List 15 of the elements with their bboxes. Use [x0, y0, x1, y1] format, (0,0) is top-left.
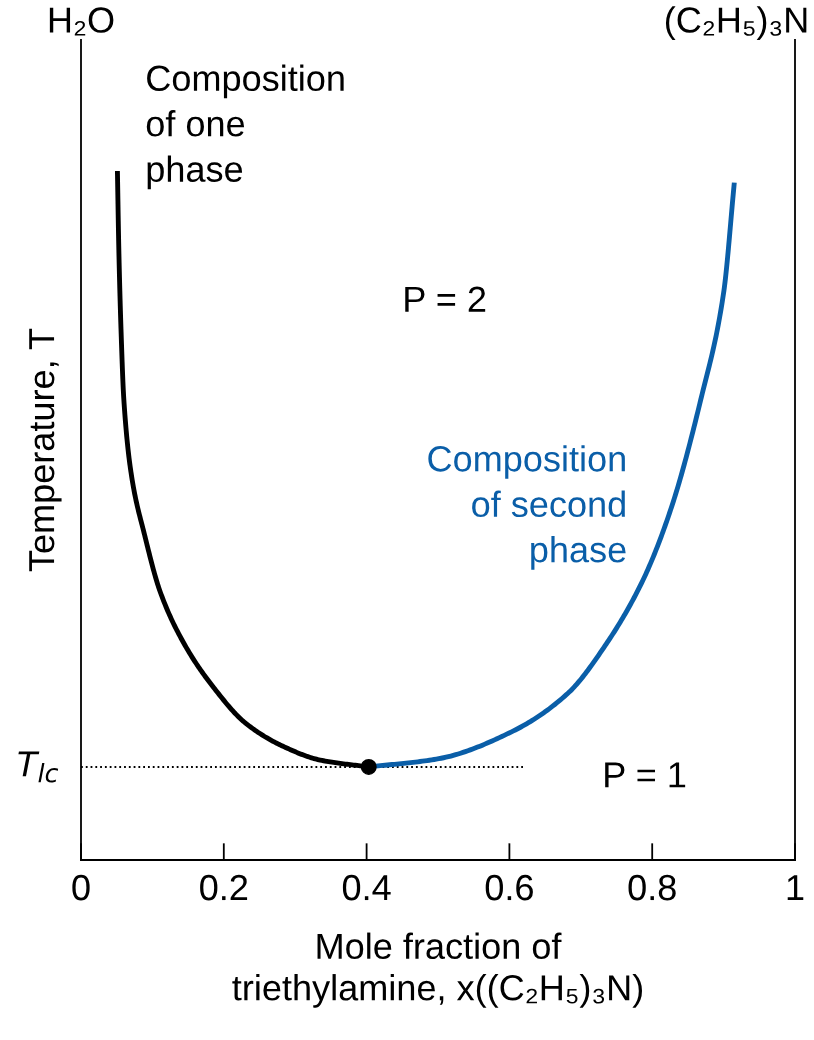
annotation: P = 2 [405, 286, 486, 312]
x-tick-label: 0.6 [485, 874, 533, 901]
text: (C₂H₅)₃N [665, 6, 807, 40]
x-tick-label: 0.4 [342, 874, 391, 901]
text: H₂O [49, 7, 114, 36]
annotation: P = 1 [605, 762, 686, 788]
x-tick-label: 0.2 [200, 874, 248, 901]
y-axis-title: Temperature, T [29, 328, 62, 572]
annotation: Composition of second phase [428, 445, 626, 570]
x-tick-label: 0.8 [628, 874, 676, 901]
annotation: Composition of one phase [146, 64, 344, 190]
ref-line-label: T$_{lc}$ [18, 751, 59, 783]
x-tick-label: 0 [72, 874, 90, 901]
x-axis-title: Mole fraction of triethylamine, x((C₂H₅)₃N) [232, 932, 642, 1008]
x-tick-label: 1 [787, 875, 804, 901]
